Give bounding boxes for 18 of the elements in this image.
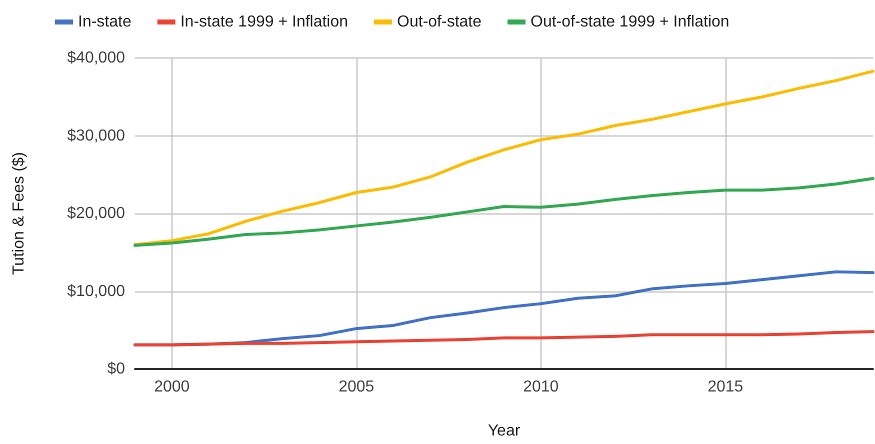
y-tick-label: $0 <box>107 360 126 378</box>
x-tick-label: 2010 <box>523 378 559 396</box>
legend-label: Out-of-state 1999 + Inflation <box>530 14 730 30</box>
x-axis-title: Year <box>488 422 521 440</box>
line-series <box>134 177 874 247</box>
y-tick-label: $30,000 <box>67 127 126 144</box>
x-tick-label: 2015 <box>708 378 744 396</box>
x-tick-label: 2000 <box>154 378 190 396</box>
y-tick-label: $10,000 <box>67 282 126 300</box>
y-tick-label: $40,000 <box>67 50 126 66</box>
legend-label: In-state <box>78 14 132 30</box>
y-tick-label: $20,000 <box>67 205 126 222</box>
line-series <box>134 330 874 346</box>
y-axis-title: Tution & Fees ($) <box>10 152 28 276</box>
line-series <box>134 70 874 246</box>
legend-label: Out-of-state <box>397 14 482 30</box>
legend-label: In-state 1999 + Inflation <box>180 14 348 30</box>
x-tick-label: 2005 <box>338 378 374 396</box>
